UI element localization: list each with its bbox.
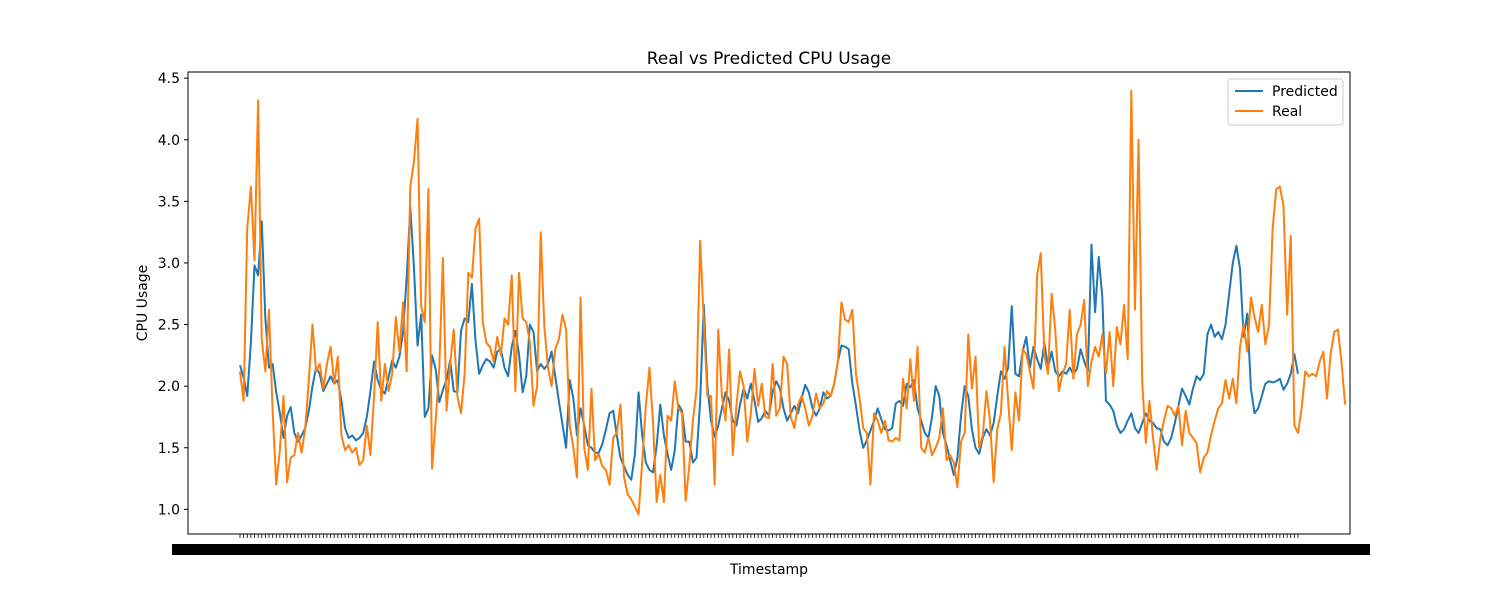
- y-tick-label: 1.0: [158, 502, 180, 518]
- y-tick-label: 3.5: [158, 194, 180, 210]
- legend-label-real: Real: [1272, 104, 1302, 120]
- plot-frame: [187, 71, 1351, 535]
- y-tick-label: 3.0: [158, 256, 180, 272]
- y-axis: 1.0 1.5 2.0 2.5 3.0 3.5 4.0 4.5: [158, 71, 188, 518]
- legend-label-predicted: Predicted: [1272, 84, 1338, 100]
- y-tick-label: 4.0: [158, 133, 180, 149]
- plot-area: [188, 72, 1350, 534]
- legend: Predicted Real: [1227, 78, 1344, 126]
- x-axis-label: Timestamp: [729, 562, 808, 578]
- series-layer: [239, 89, 1347, 516]
- y-tick-label: 4.5: [158, 71, 180, 87]
- y-tick-label: 2.0: [158, 379, 180, 395]
- x-tick-labels-overlap: [172, 544, 1370, 555]
- y-tick-label: 1.5: [158, 441, 180, 457]
- y-tick-label: 2.5: [158, 318, 180, 334]
- y-axis-label: CPU Usage: [135, 265, 151, 342]
- x-axis: [172, 534, 1370, 555]
- series-line-real: [239, 89, 1347, 516]
- chart-title: Real vs Predicted CPU Usage: [647, 49, 892, 69]
